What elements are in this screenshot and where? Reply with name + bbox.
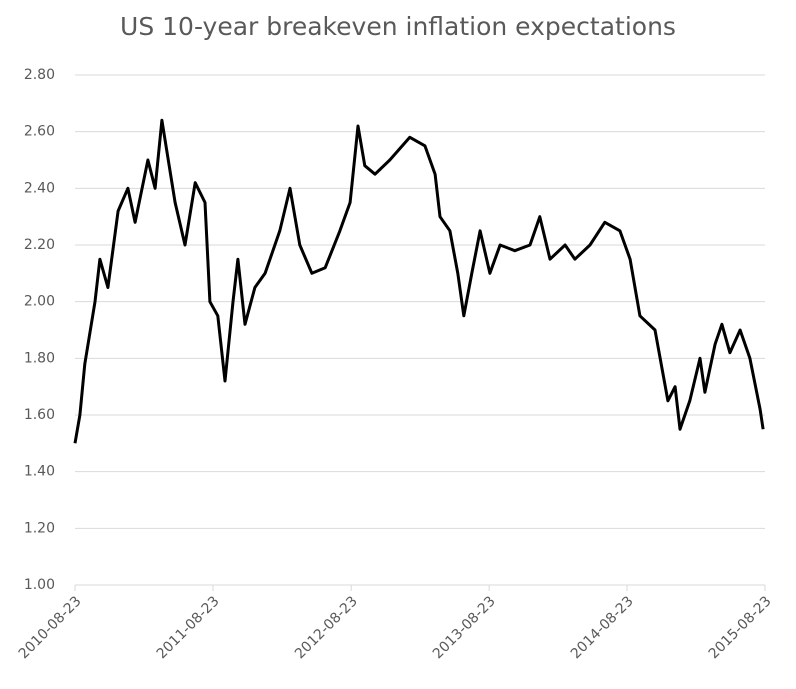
y-tick-label: 2.60 bbox=[24, 124, 55, 140]
line-series bbox=[73, 118, 765, 444]
x-tick-label: 2010-08-23 bbox=[16, 593, 85, 662]
x-tick-label: 2014-08-23 bbox=[568, 593, 637, 662]
y-tick-label: 2.80 bbox=[24, 67, 55, 83]
y-tick-label: 2.40 bbox=[24, 180, 55, 196]
y-tick-label: 2.00 bbox=[24, 294, 55, 310]
y-tick-label: 2.20 bbox=[24, 237, 55, 253]
x-tick-label: 2012-08-23 bbox=[292, 593, 361, 662]
y-tick-label: 1.20 bbox=[24, 520, 55, 536]
y-tick-label: 1.00 bbox=[24, 577, 55, 593]
x-tick-label: 2013-08-23 bbox=[430, 593, 499, 662]
x-tick-label: 2015-08-23 bbox=[706, 593, 775, 662]
y-tick-label: 1.60 bbox=[24, 407, 55, 423]
chart-title: US 10-year breakeven inflation expectati… bbox=[120, 12, 676, 41]
y-tick-label: 1.40 bbox=[24, 464, 55, 480]
y-tick-label: 1.80 bbox=[24, 350, 55, 366]
x-tick-label: 2011-08-23 bbox=[154, 593, 223, 662]
